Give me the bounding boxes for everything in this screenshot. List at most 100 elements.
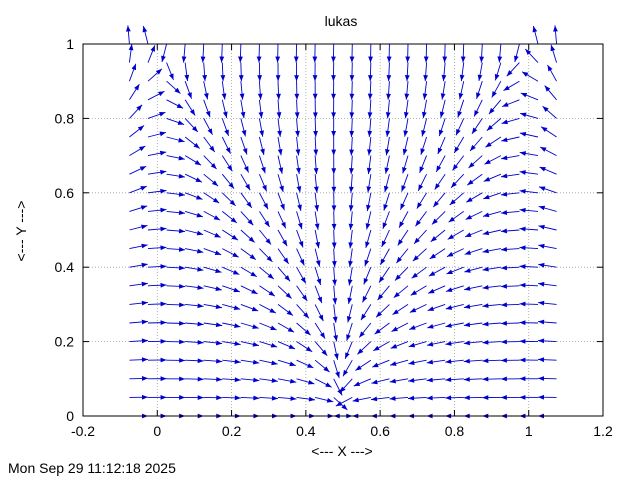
vector-arrow-head [281,221,286,229]
vector-arrow-head [243,166,249,173]
vector-arrow-head [389,396,396,401]
vector-arrow-head [139,166,147,171]
vector-arrow-head [437,147,443,155]
vector-arrow-head [346,334,351,341]
vector-arrow-head [441,74,447,82]
vector-arrow-head [331,149,337,156]
vector-arrow-head [403,111,409,119]
vector-arrow-head [463,340,471,346]
vector-arrow-head [285,292,292,299]
vector-arrow-head [349,168,354,175]
vector-arrow-head [519,226,526,232]
vector-arrow-head [323,366,330,372]
vector-arrow-head [160,376,167,382]
vector-arrow-head [500,283,507,289]
vector-arrow-head [136,104,143,111]
vector-arrow-head [331,130,337,137]
vector-arrow-head [433,200,439,208]
vector-arrow-head [142,25,148,33]
vector-arrow-head [412,255,419,262]
vector-arrow-head [368,56,373,63]
vector-arrow-head [411,272,418,279]
vector-arrow-head [360,313,367,321]
vector-arrow-head [155,68,162,75]
vector-arrow-head [141,376,148,381]
vector-arrow-head [191,125,198,132]
vector-arrow-head [399,221,405,228]
vector-arrow-head [261,166,266,174]
vector-arrow-head [421,130,426,137]
vector-arrow-head [348,223,354,230]
vector-arrow-head [197,285,204,290]
vector-arrow-head [193,142,200,149]
vector-arrow-head [367,112,373,119]
vector-arrow-head [239,93,245,100]
vector-arrow-head [280,203,285,211]
vector-arrow-head [431,218,438,225]
vector-arrow-head [242,148,248,155]
vector-arrow-head [390,361,397,366]
timestamp: Mon Sep 29 11:12:18 2025 [8,460,176,476]
vector-arrow-head [179,283,186,289]
vector-arrow-head [219,56,225,63]
vector-arrow-head [233,287,240,293]
vector-arrow-head [438,129,444,137]
vector-arrow-head [279,185,284,193]
vector-arrow-head [160,357,167,363]
vector-arrow-head [312,93,318,100]
vector-arrow-head [348,186,354,193]
vector-arrow-head [482,321,489,327]
vector-arrow-head [465,214,473,220]
vector-arrow-head [196,230,204,236]
vector-arrow-head [501,173,508,179]
vector-arrow-head [349,130,355,137]
vector-arrow-head [266,255,273,262]
vector-arrow-head [464,250,472,255]
vector-arrow-head [463,395,470,401]
vector-arrow-head [215,322,223,328]
vector-arrow-head [383,204,388,211]
vector-arrow-head [197,376,204,382]
vector-arrow-head [141,243,148,249]
vector-arrow-head [231,234,238,241]
vector-arrow-head [271,378,278,383]
vector-arrow-head [460,56,466,63]
vector-arrow-head [308,379,315,385]
vector-arrow-head [197,395,204,400]
vector-arrow-head [268,290,275,297]
vector-arrow-head [282,239,288,247]
vector-arrow-head [214,250,222,256]
vector-arrow-head [467,179,474,186]
vector-arrow-head [464,286,471,291]
vector-arrow-head [312,75,318,82]
vector-arrow-head [234,395,241,401]
vector-arrow-head [140,205,148,210]
vector-arrow-head [405,56,411,63]
vector-arrow-head [179,376,186,382]
vector-arrow-head [390,343,398,349]
vector-arrow-head [409,325,416,330]
vector-arrow-head [196,212,203,218]
y-tick-label: 0.2 [55,334,75,350]
vector-arrow-head [229,199,236,206]
vector-arrow-head [197,266,204,272]
vector-arrow-head [458,92,464,100]
vector-arrow-head [538,376,545,381]
y-tick-label: 0.6 [55,185,75,201]
grid-lines [83,44,603,416]
vector-arrow-head [178,191,185,197]
vector-arrow-head [382,222,388,229]
vector-arrow-head [275,56,281,63]
vector-arrow-head [491,91,497,98]
vector-arrow-head [176,103,184,109]
vector-arrow-head [290,396,297,401]
vector-arrow-head [196,248,204,254]
vector-arrow-head [429,253,437,259]
vector-arrow-head [483,176,491,182]
vector-arrow-head [125,25,131,32]
vector-arrow-head [270,342,278,348]
vector-arrow-head [482,284,489,290]
vector-arrow-head [426,341,434,347]
vector-arrow-head [404,75,410,82]
vector-arrow-head [141,300,148,306]
